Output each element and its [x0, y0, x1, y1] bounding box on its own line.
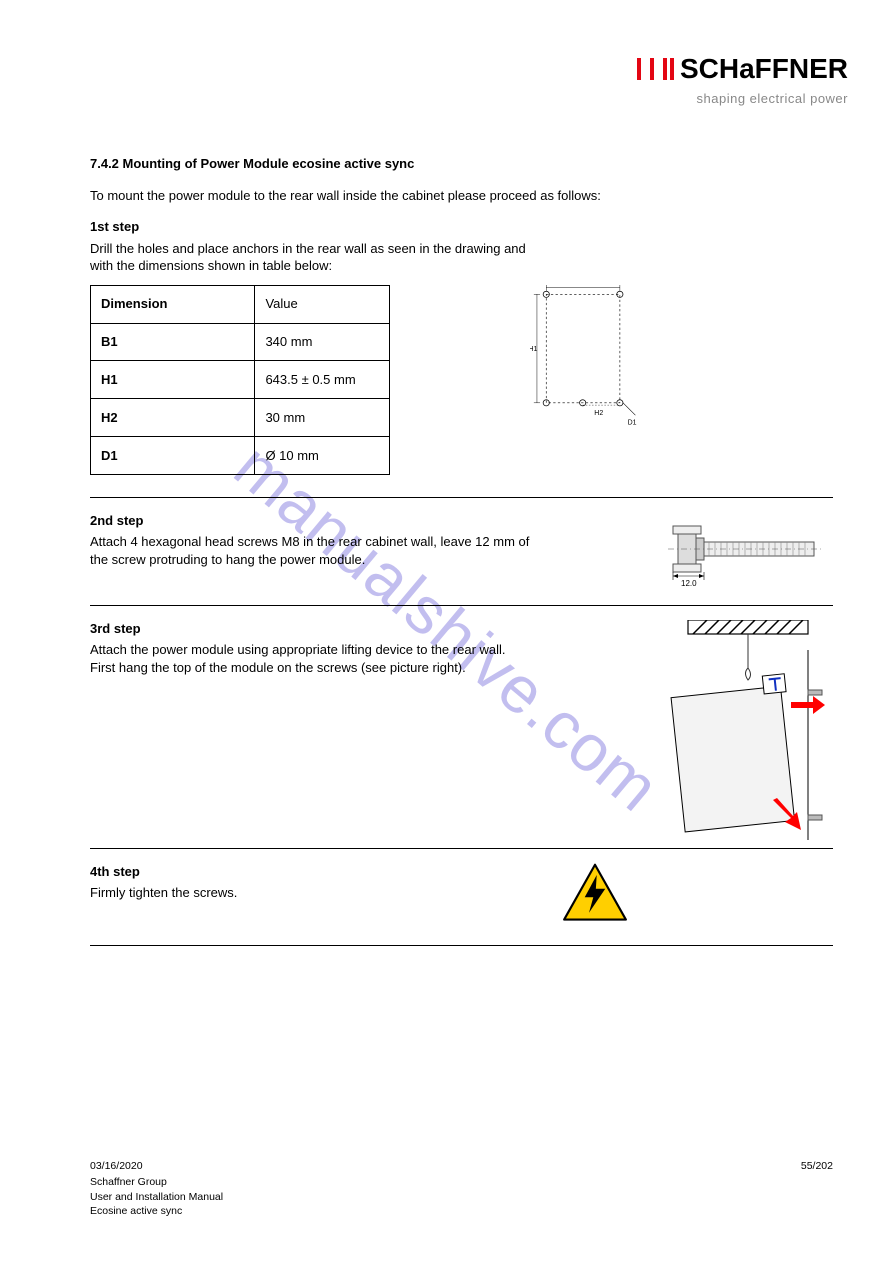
svg-text:H2: H2 [594, 410, 603, 417]
warning-symbol [560, 863, 630, 928]
footer-date: 03/16/2020 [90, 1159, 143, 1173]
footer-company: Schaffner Group [90, 1176, 167, 1188]
step4-heading: 4th step [90, 863, 530, 881]
step1-heading: 1st step [90, 218, 833, 236]
step2-body: Attach 4 hexagonal head screws M8 in the… [90, 533, 530, 568]
electrical-hazard-icon [560, 863, 630, 923]
bolt-diagram: 12.0 [653, 512, 833, 587]
logo-wordmark: SCHaFFNER [680, 53, 848, 84]
page-footer: 03/16/2020 55/202 Schaffner Group User a… [90, 1159, 833, 1218]
svg-text:12.0: 12.0 [681, 579, 697, 587]
table-row: D1Ø 10 mm [91, 436, 390, 474]
step1-body: Drill the holes and place anchors in the… [90, 240, 530, 275]
mounting-diagram [653, 620, 833, 830]
table-row: DimensionValue [91, 285, 390, 323]
step2-heading: 2nd step [90, 512, 530, 530]
table-row: B1340 mm [91, 323, 390, 361]
step4-body: Firmly tighten the screws. [90, 884, 530, 902]
svg-text:B1: B1 [579, 285, 588, 286]
bolt-icon: 12.0 [653, 512, 833, 587]
step3-body: Attach the power module using appropriat… [90, 641, 530, 676]
logo-row: SCHaFFNER [637, 50, 848, 88]
logo-tagline: shaping electrical power [637, 90, 848, 108]
brand-logo: SCHaFFNER shaping electrical power [637, 50, 848, 107]
page-content: 7.4.2 Mounting of Power Module ecosine a… [90, 155, 833, 946]
footer-doctitle: User and Installation Manual [90, 1191, 223, 1203]
step3-heading: 3rd step [90, 620, 530, 638]
dimension-table: DimensionValue B1340 mm H1643.5 ± 0.5 mm… [90, 285, 390, 475]
intro-text: To mount the power module to the rear wa… [90, 187, 833, 205]
svg-text:H1: H1 [530, 346, 537, 353]
logo-bars-icon [637, 58, 674, 80]
table-row: H230 mm [91, 399, 390, 437]
footer-page: 55/202 [801, 1159, 833, 1173]
mounting-icon [653, 620, 833, 850]
footer-product: Ecosine active sync [90, 1205, 182, 1217]
drill-pattern-diagram: B1 H1 H2 D1 [440, 285, 740, 475]
svg-text:D1: D1 [628, 419, 637, 426]
drill-rect-icon: B1 H1 H2 D1 [530, 285, 640, 440]
table-row: H1643.5 ± 0.5 mm [91, 361, 390, 399]
section-heading: 7.4.2 Mounting of Power Module ecosine a… [90, 155, 833, 173]
divider [90, 945, 833, 946]
